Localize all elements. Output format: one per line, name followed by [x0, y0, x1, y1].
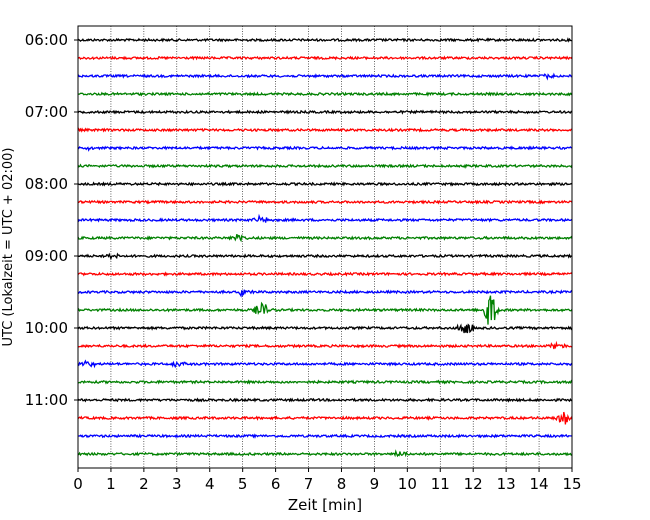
plot-background	[78, 26, 572, 468]
trace-0830	[77, 213, 573, 223]
x-tick-label-9: 9	[370, 475, 380, 493]
x-tick-label-14: 14	[530, 475, 549, 493]
x-tick-label-8: 8	[337, 475, 347, 493]
y-tick-label-3: 09:00	[25, 247, 68, 265]
trace-0930	[77, 289, 573, 298]
trace-0815	[77, 199, 573, 205]
trace-1145	[77, 449, 573, 458]
trace-1045	[77, 379, 573, 385]
trace-0730	[77, 145, 573, 152]
y-tick-label-0: 06:00	[25, 31, 68, 49]
x-tick-label-12: 12	[464, 475, 483, 493]
trace-0900	[77, 252, 573, 261]
trace-1130	[77, 433, 573, 439]
trace-1030	[77, 359, 573, 369]
trace-0630	[77, 72, 573, 81]
y-tick-label-1: 07:00	[25, 103, 68, 121]
y-tick-label-4: 10:00	[25, 319, 68, 337]
trace-0745	[77, 163, 573, 169]
trace-0645	[78, 91, 573, 97]
x-tick-label-1: 1	[106, 475, 116, 493]
x-tick-label-4: 4	[205, 475, 215, 493]
trace-0945	[77, 295, 573, 325]
plot-frame	[77, 25, 573, 469]
x-tick-label-5: 5	[238, 475, 248, 493]
x-tick-label-6: 6	[271, 475, 281, 493]
trace-0615	[77, 55, 573, 61]
y-axis-title: UTC (Lokalzeit = UTC + 02:00)	[1, 148, 16, 347]
traces	[77, 37, 573, 458]
y-axis-ticks: 06:00 07:00 08:00 09:00 10:00 11:00	[25, 31, 78, 409]
x-tick-label-11: 11	[431, 475, 450, 493]
trace-1015	[77, 340, 573, 350]
x-axis-title: Zeit [min]	[288, 496, 362, 514]
trace-0715	[77, 127, 573, 133]
trace-1100	[77, 397, 573, 403]
trace-0915	[77, 271, 573, 277]
x-tick-label-7: 7	[304, 475, 314, 493]
y-tick-label-5: 11:00	[25, 391, 68, 409]
x-tick-label-0: 0	[73, 475, 83, 493]
trace-1000	[77, 323, 573, 334]
grid-lines	[110, 26, 540, 468]
x-tick-label-3: 3	[172, 475, 182, 493]
trace-0600	[77, 37, 573, 43]
trace-1115	[77, 411, 573, 425]
x-tick-label-15: 15	[562, 475, 581, 493]
x-tick-label-13: 13	[497, 475, 516, 493]
trace-0800	[77, 181, 573, 187]
x-tick-label-10: 10	[398, 475, 417, 493]
trace-0845	[77, 233, 573, 243]
y-tick-label-2: 08:00	[25, 175, 68, 193]
trace-0700	[77, 109, 572, 115]
x-axis-ticks: 0 1 2 3 4 5 6 7 8 9 10 11 12 13 14 15	[73, 468, 582, 493]
x-tick-label-2: 2	[139, 475, 149, 493]
